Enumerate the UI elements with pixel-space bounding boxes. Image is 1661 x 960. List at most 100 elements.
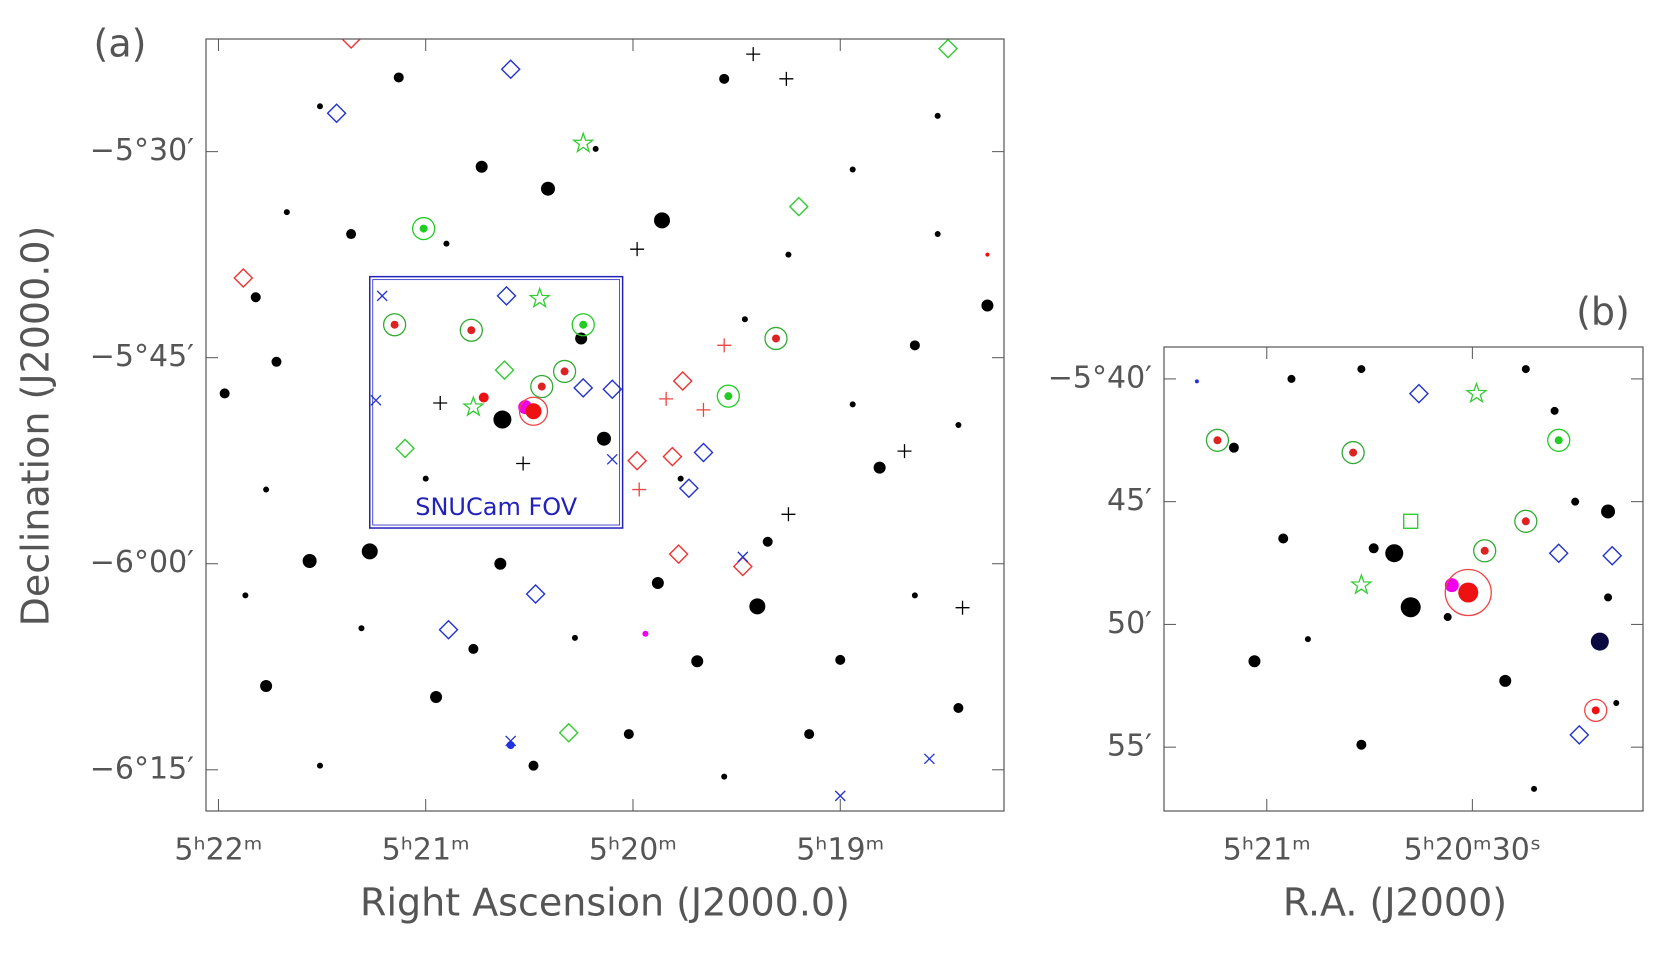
plot-frame [1163, 346, 1644, 812]
ringed-source [530, 374, 554, 399]
diamond [672, 371, 693, 391]
diamond [602, 379, 623, 400]
plus [955, 600, 970, 615]
star-dot [358, 625, 365, 632]
star-dot [1601, 504, 1616, 519]
star-dot [934, 112, 941, 119]
star-dot [953, 702, 964, 713]
cross [923, 753, 935, 765]
plus [433, 396, 448, 411]
diamond [693, 442, 714, 463]
y-tick-label: −6°00′ [90, 545, 194, 580]
y-tick-label: −5°45′ [90, 339, 194, 374]
star-marker [462, 395, 485, 417]
star-dot [873, 461, 886, 474]
y-tick-label: 50′ [1107, 606, 1152, 641]
star-dot [263, 486, 270, 493]
cross [606, 453, 618, 465]
star-dot [430, 690, 443, 703]
star-dot [741, 316, 748, 323]
core [537, 382, 546, 391]
star-dot [1357, 365, 1366, 374]
diamond [395, 438, 415, 459]
star-dot [1531, 785, 1538, 792]
star-dot [849, 166, 856, 173]
core [419, 224, 428, 233]
star-dot [541, 181, 555, 196]
core [1349, 448, 1358, 457]
star-marker [528, 286, 552, 309]
x-tick-label: 5ʰ20ᵐ30ˢ [1404, 833, 1541, 868]
diamond [732, 556, 753, 577]
x-tick-label: 5ʰ20ᵐ [589, 833, 677, 868]
star-dot [651, 576, 664, 589]
core [467, 326, 476, 335]
y-axis-title: Declination (J2000.0) [14, 226, 58, 627]
core [1554, 436, 1563, 445]
star-dot [985, 252, 990, 257]
x-tick-label: 5ʰ19ᵐ [796, 833, 884, 868]
diamond [341, 39, 362, 49]
cross [737, 551, 749, 563]
ring [716, 384, 740, 408]
star-dot [271, 356, 282, 367]
star-dot [849, 401, 856, 408]
y-tick-label: 45′ [1107, 483, 1152, 518]
ring [1584, 698, 1608, 722]
star-dot [1278, 533, 1289, 544]
star-dot [361, 543, 378, 560]
plot-area [1194, 365, 1623, 792]
star-dot [1604, 593, 1613, 602]
ringed-source [1205, 428, 1230, 452]
star-dot [443, 240, 450, 247]
diamond [573, 377, 594, 398]
star-dot [596, 431, 611, 446]
diamond [938, 39, 958, 59]
ring [382, 313, 407, 337]
fov-box-inner [372, 279, 621, 526]
core [772, 334, 780, 343]
ring [1473, 539, 1497, 563]
core [724, 392, 733, 401]
star-dot [283, 209, 290, 216]
ringed-source [1584, 698, 1608, 722]
core [1591, 706, 1600, 715]
ring [1444, 568, 1492, 617]
y-tick-label: −5°40′ [1048, 360, 1152, 395]
ring [518, 396, 549, 426]
y-tick-label: 55′ [1107, 729, 1152, 764]
star-dot [749, 598, 766, 615]
diamond [438, 619, 459, 640]
diamond [788, 196, 809, 217]
diamond [233, 268, 254, 288]
star-dot [475, 160, 488, 173]
panel-label: (a) [94, 22, 147, 66]
star-dot [1499, 674, 1512, 687]
x-tick-label: 5ʰ22ᵐ [174, 833, 262, 868]
fov-box [368, 275, 624, 529]
ring [764, 326, 788, 351]
star-dot [506, 741, 515, 750]
star-dot [1550, 406, 1559, 415]
star-dot [1228, 442, 1239, 453]
star-dot [346, 229, 357, 240]
diamond [525, 584, 546, 604]
diamond [558, 722, 579, 743]
core [560, 367, 569, 376]
diamond [678, 478, 699, 499]
core [390, 320, 399, 329]
diamond [326, 103, 347, 124]
star-dot [1521, 365, 1530, 374]
star-dot [1356, 739, 1367, 750]
ring [1547, 428, 1571, 452]
star-dot [393, 72, 404, 83]
core [525, 403, 542, 420]
ring [459, 318, 483, 342]
star-dot [981, 299, 994, 312]
ring [552, 359, 577, 384]
star-dot [1304, 636, 1311, 643]
star-dot [317, 762, 323, 769]
diamond [494, 360, 515, 381]
y-tick-label: −5°30′ [90, 133, 194, 168]
ring [411, 216, 436, 241]
